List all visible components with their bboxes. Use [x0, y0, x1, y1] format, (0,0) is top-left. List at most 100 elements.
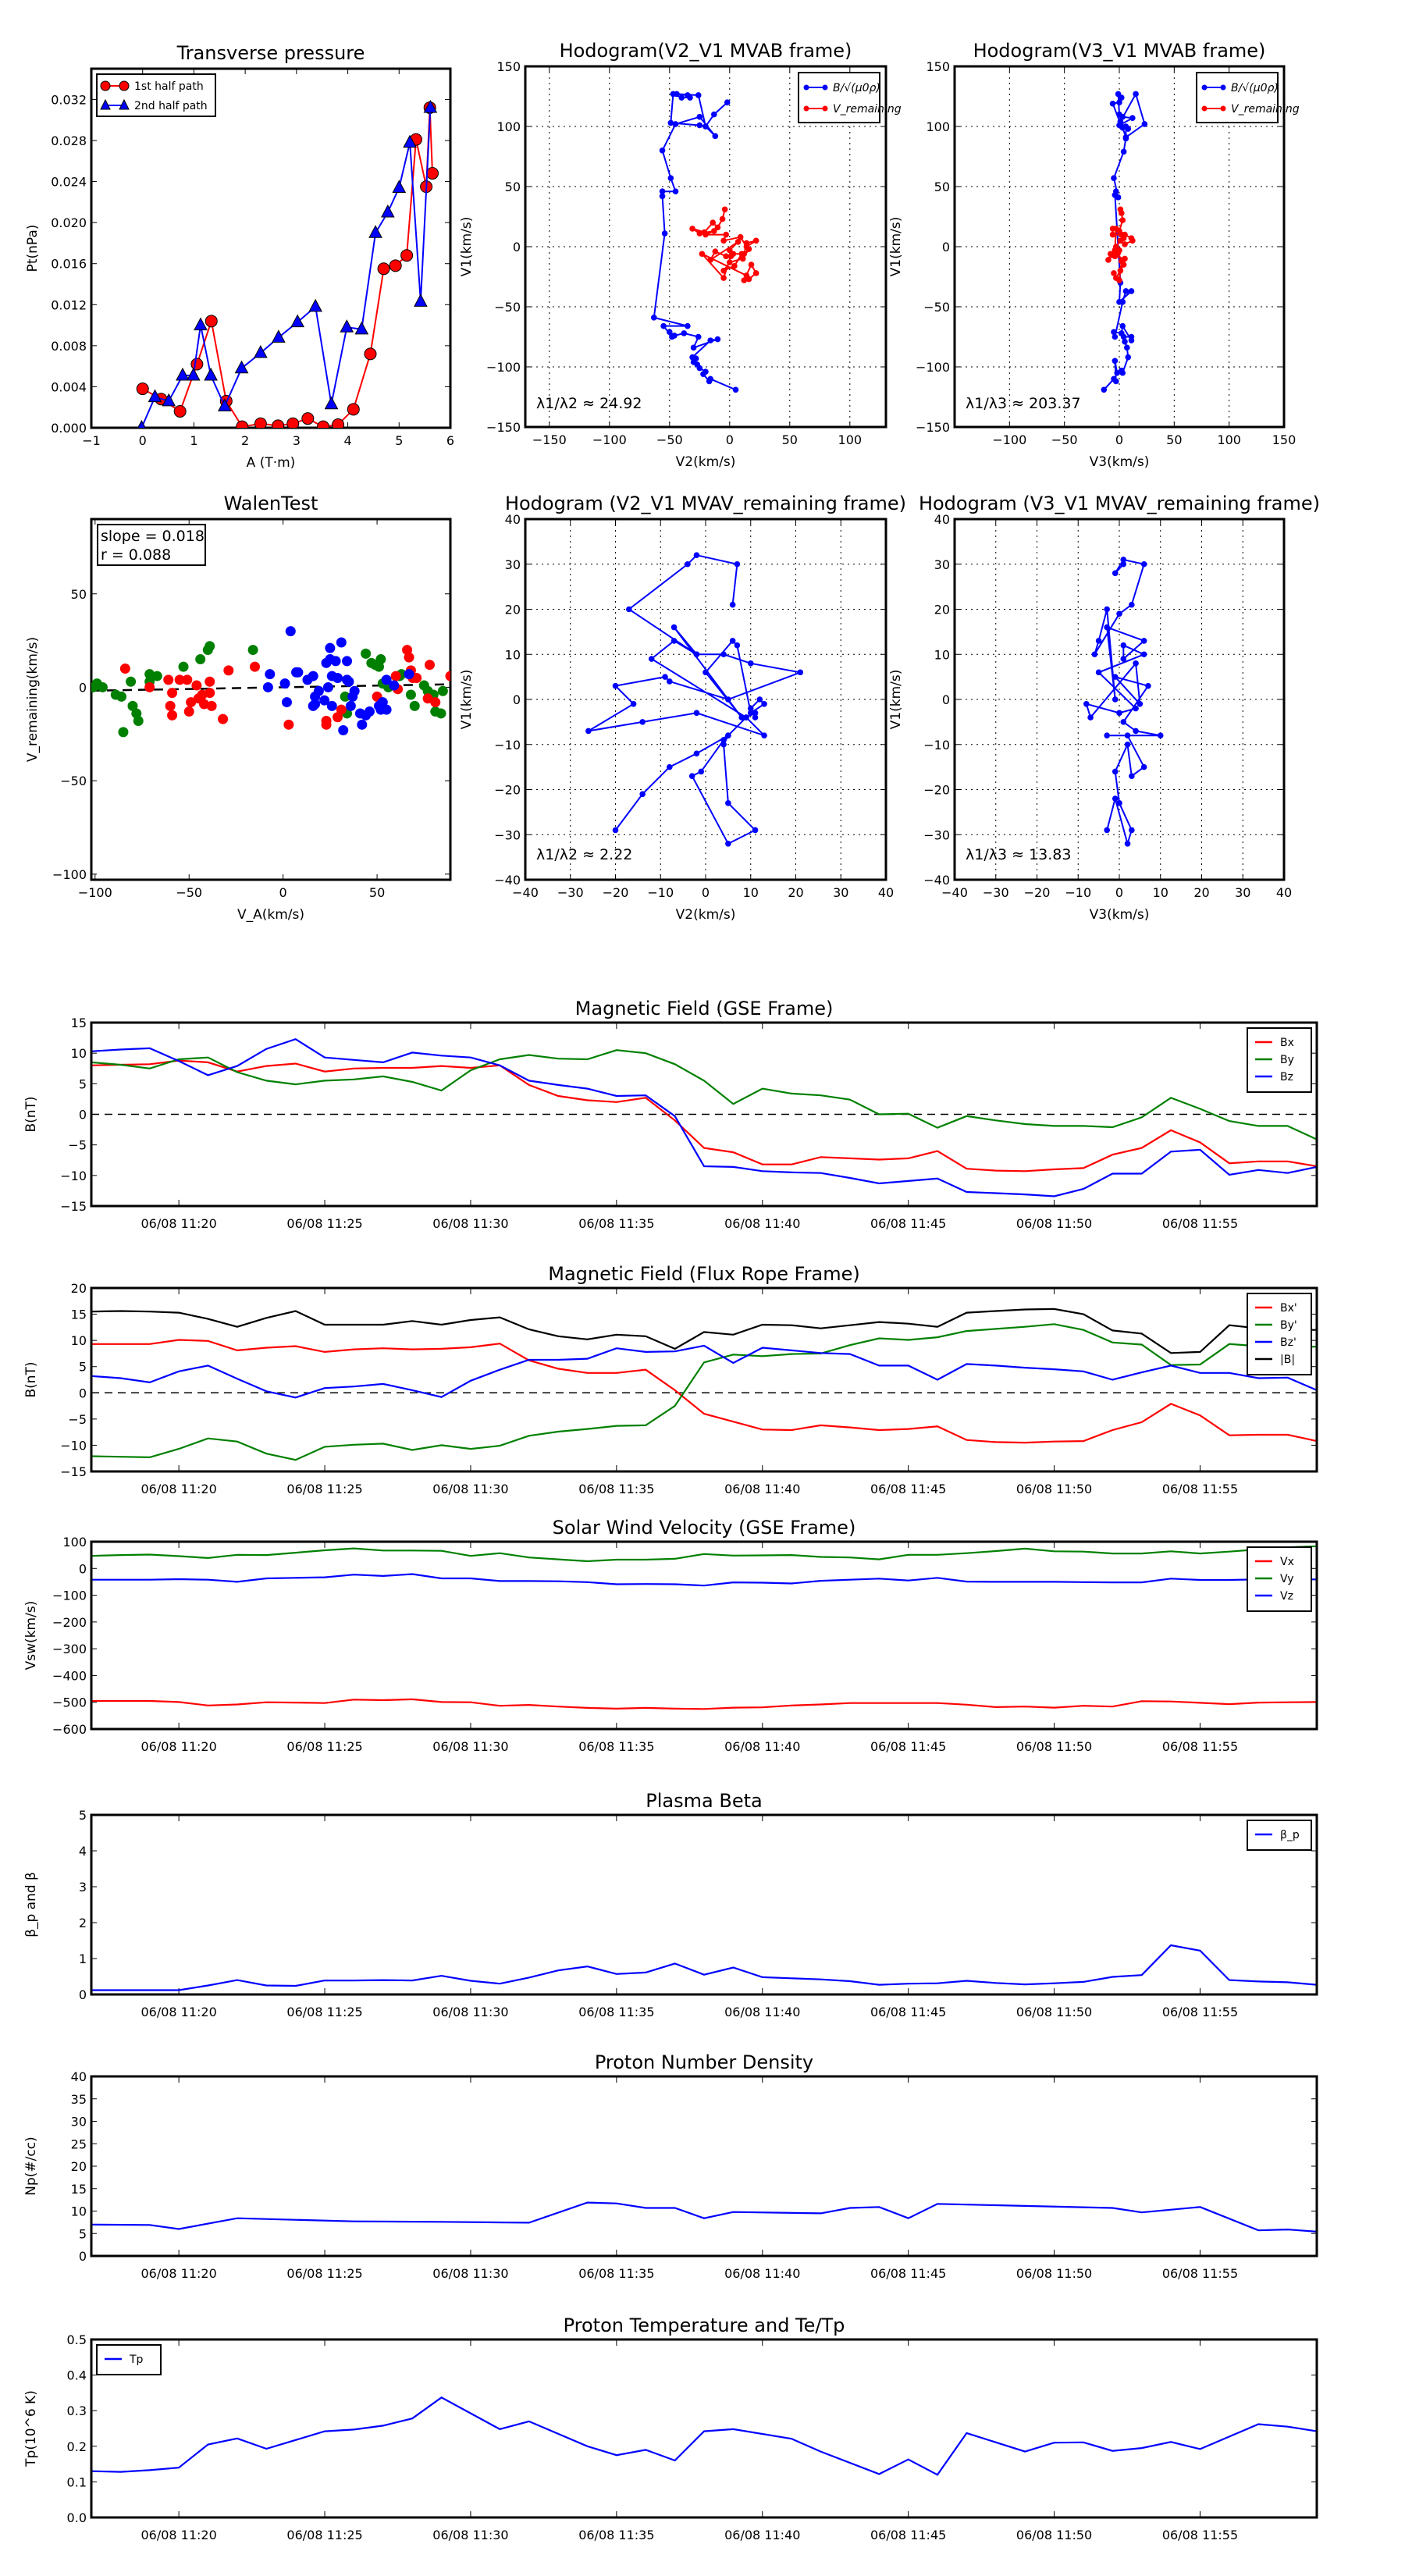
data-point: [144, 681, 155, 692]
data-point: [797, 669, 804, 676]
y-tick-label: 20: [71, 1281, 87, 1296]
data-point: [1157, 732, 1164, 738]
data-point: [324, 396, 339, 410]
y-tick-label: −10: [60, 1438, 87, 1453]
y-tick-label: 100: [62, 1535, 87, 1550]
data-point: [612, 827, 619, 834]
x-tick-label: 06/08 11:55: [1162, 1482, 1238, 1496]
data-point: [414, 294, 428, 307]
y-tick-label: 0.5: [67, 2332, 87, 2347]
data-point: [1117, 237, 1124, 244]
x-tick-label: 06/08 11:30: [432, 1216, 508, 1231]
data-point: [286, 417, 300, 428]
y-axis-label: V1(km/s): [459, 670, 475, 730]
y-tick-label: 15: [71, 2182, 87, 2197]
plot-frame: [953, 65, 1286, 429]
data-point: [731, 262, 738, 269]
data-point: [151, 671, 162, 681]
x-tick-label: 06/08 11:45: [870, 1482, 946, 1496]
data-point: [612, 682, 619, 689]
x-tick-label: −50: [656, 432, 683, 447]
y-axis-label: V1(km/s): [888, 217, 904, 277]
data-point: [1129, 237, 1136, 244]
chart-np: 06/08 11:20 06/08 11:25 06/08 11:30 06/08 1…: [23, 2051, 1318, 2281]
data-point: [1122, 134, 1129, 141]
data-point: [1140, 651, 1147, 658]
data-point: [1119, 94, 1125, 101]
data-point: [747, 710, 754, 717]
data-point: [1133, 728, 1139, 735]
data-point: [745, 246, 752, 252]
y-tick-label: −5: [68, 1412, 87, 1427]
x-tick-label: 40: [878, 885, 894, 900]
y-tick-label: 0.3: [67, 2403, 87, 2418]
data-point: [1124, 344, 1130, 351]
y-tick-label: 0: [79, 1386, 87, 1400]
data-point: [254, 344, 268, 358]
data-point: [648, 656, 655, 662]
x-tick-label: 06/08 11:40: [724, 2005, 800, 2019]
x-tick-label: −20: [603, 885, 629, 900]
data-point: [1111, 175, 1117, 182]
legend-marker: [1201, 105, 1208, 112]
chart-h4: −40 −30 −20 −10 0 10 20 30 40 −40 −30 −20 −10 0 10 20 30…: [888, 493, 1320, 923]
y-tick-label: −15: [60, 1464, 87, 1479]
y-tick-label: 2: [79, 1916, 87, 1930]
data-point: [272, 419, 285, 428]
data-point: [430, 697, 441, 708]
x-tick-label: 5: [395, 433, 403, 448]
data-point: [368, 225, 382, 238]
slope-text: slope = 0.018: [101, 528, 205, 545]
series-line-0: [588, 554, 804, 845]
legend-label: |B|: [1280, 1354, 1295, 1366]
data-point: [725, 732, 731, 738]
legend-marker: [100, 98, 111, 110]
legend-label: Bx: [1280, 1037, 1294, 1049]
data-point: [630, 700, 637, 707]
x-tick-label: −50: [1051, 432, 1078, 447]
data-point: [735, 239, 742, 245]
plot-frame: [90, 518, 452, 881]
legend-marker: [1201, 84, 1208, 91]
data-point: [340, 691, 350, 702]
chart-title: Proton Temperature and Te/Tp: [564, 2314, 845, 2336]
x-tick-label: 30: [1235, 885, 1250, 900]
data-point: [693, 552, 700, 558]
x-tick-label: 06/08 11:45: [870, 2005, 946, 2019]
x-tick-label: −100: [78, 885, 112, 900]
y-tick-label: 25: [71, 2137, 87, 2151]
y-tick-label: 50: [505, 180, 521, 194]
legend: Bx' By' Bz' |B|: [1247, 1293, 1312, 1375]
x-tick-label: −20: [1024, 885, 1051, 900]
x-tick-label: 06/08 11:55: [1162, 1739, 1238, 1754]
y-tick-label: 0.4: [67, 2368, 87, 2383]
data-point: [403, 134, 417, 148]
y-axis-label: Vsw(km/s): [23, 1601, 39, 1670]
x-tick-label: 0: [726, 432, 734, 447]
x-tick-label: 06/08 11:35: [578, 1482, 654, 1496]
data-point: [1133, 91, 1139, 98]
data-point: [756, 696, 763, 703]
chart-walen: −100 −50 0 50 −100 −50 0 50 WalenTest V_A(km/s) V_…: [25, 493, 452, 923]
y-tick-label: −100: [486, 360, 521, 375]
y-tick-label: 10: [505, 647, 521, 662]
data-point: [1122, 288, 1129, 294]
data-point: [347, 403, 360, 416]
data-point: [279, 678, 290, 689]
y-tick-label: −30: [923, 827, 950, 842]
plot-area: [585, 552, 804, 847]
legend-label: Vx: [1280, 1556, 1294, 1568]
chart-h1: −150 −100 −50 0 50 100 −150 −100 −50 0 50 100 150 Hod…: [459, 40, 902, 470]
x-axis-label: V2(km/s): [676, 907, 736, 923]
plot-frame: [524, 518, 887, 881]
data-point: [425, 660, 436, 671]
data-point: [236, 420, 249, 428]
data-point: [585, 728, 592, 735]
y-tick-label: −400: [52, 1668, 87, 1683]
series-line-|B|: [91, 1308, 1317, 1354]
y-tick-label: −600: [52, 1722, 87, 1737]
data-point: [127, 700, 138, 711]
data-point: [317, 420, 330, 428]
legend-box: [798, 72, 880, 123]
eigenvalue-ratio: λ1/λ3 ≈ 13.83: [966, 846, 1071, 863]
